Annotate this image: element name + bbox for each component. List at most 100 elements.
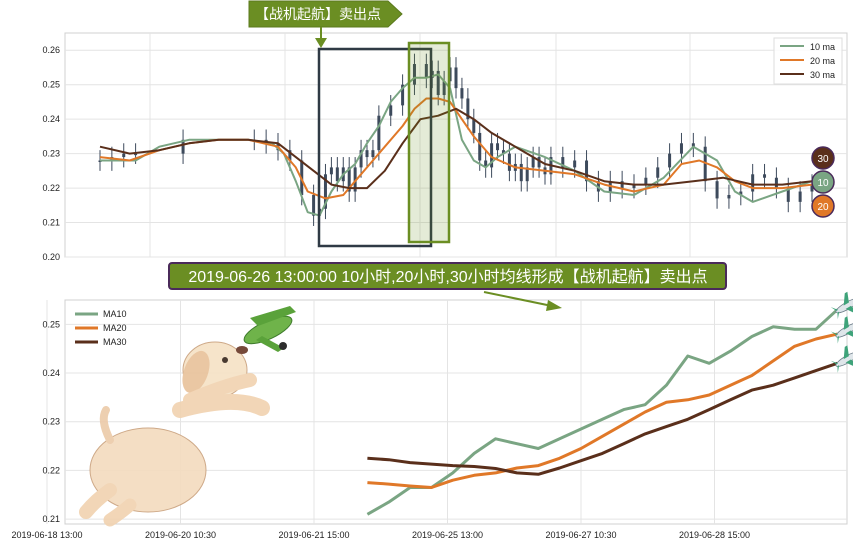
top-series-line-20ma	[99, 97, 813, 200]
candle-body	[507, 153, 511, 171]
candle-body	[466, 98, 470, 120]
bottom-chart-panel: 0.210.220.230.240.25 2019-06-18 13:00 201…	[11, 291, 853, 540]
candle-body	[774, 177, 778, 189]
candle-body	[134, 153, 138, 156]
candle-body	[531, 157, 535, 168]
candle-body	[798, 191, 802, 202]
candle-body	[496, 143, 500, 151]
legend-20ma: 20 ma	[810, 56, 835, 66]
bottom-x-tick-label: 2019-06-25 13:00	[412, 530, 483, 540]
top-y-tick-label: 0.22	[42, 183, 60, 193]
candle-body	[644, 177, 648, 185]
bottom-x-tick-label: 2019-06-20 10:30	[145, 530, 216, 540]
bottom-series-line-ma10	[366, 308, 839, 516]
sell-point-box	[407, 41, 451, 244]
bottom-x-tick-label: 2019-06-28 15:00	[679, 530, 750, 540]
candle-body	[288, 150, 292, 161]
candle-body	[691, 143, 695, 147]
candle-body	[424, 64, 428, 78]
bottom-y-tick-label: 0.25	[42, 319, 60, 329]
legend-10ma: 10 ma	[810, 42, 835, 52]
bottom-x-axis: 2019-06-18 13:00 2019-06-20 10:30 2019-06-…	[11, 530, 750, 540]
candle-body	[656, 167, 660, 178]
bottom-y-tick-label: 0.24	[42, 368, 60, 378]
bottom-series-line-ma30	[367, 361, 838, 476]
candle-body	[430, 70, 434, 78]
candle-body	[442, 81, 446, 96]
ma10-badge: 10	[811, 170, 835, 194]
candle-body	[454, 67, 458, 89]
candle-body	[620, 181, 624, 189]
candle-body	[472, 119, 476, 133]
ma10-badge-label: 10	[817, 178, 829, 189]
candle-body	[323, 174, 327, 209]
bottom-legend: MA10 MA20 MA30	[75, 309, 127, 347]
candle-body	[573, 160, 577, 168]
puppy-illustration	[79, 341, 270, 527]
bottom-x-tick-label: 2019-06-27 10:30	[545, 530, 616, 540]
candle-body	[401, 84, 405, 106]
candle-body	[810, 184, 814, 192]
legend-ma20: MA20	[103, 323, 127, 333]
top-y-tick-label: 0.23	[42, 149, 60, 159]
candle-body	[703, 146, 707, 182]
candle-body	[389, 105, 393, 116]
ma30-badge: 30	[811, 146, 835, 170]
top-y-tick-label: 0.25	[42, 80, 60, 90]
candle-body	[739, 191, 743, 195]
bottom-y-tick-label: 0.22	[42, 465, 60, 475]
candle-body	[786, 188, 790, 202]
bottom-banner-text: 2019-06-26 13:00:00 10小时,20小时,30小时均线形成【战…	[188, 268, 707, 286]
candle-body	[763, 174, 767, 178]
candle-body	[632, 184, 636, 189]
top-y-tick-label: 0.20	[42, 252, 60, 262]
candle-body	[727, 194, 731, 199]
candle-body	[525, 167, 529, 182]
candle-body	[359, 150, 363, 168]
candle-body	[751, 174, 755, 192]
candle-body	[715, 181, 719, 199]
bottom-y-tick-label: 0.21	[42, 514, 60, 524]
candle-body	[537, 157, 541, 168]
bottom-y-axis: 0.21 0.22 0.23 0.24 0.25	[42, 319, 60, 524]
candle-body	[377, 115, 381, 151]
candle-body	[668, 153, 672, 168]
candle-body	[561, 157, 565, 168]
toy-airplane-illustration	[243, 306, 296, 352]
bottom-x-tick-label: 2019-06-18 13:00	[11, 530, 82, 540]
top-banner-text: 【战机起航】卖出点	[255, 6, 381, 22]
candle-body	[460, 88, 464, 99]
ma20-badge-label: 20	[817, 202, 829, 213]
bottom-banner-arrow	[483, 291, 562, 311]
signal-window-box	[317, 47, 433, 248]
candle-body	[347, 167, 351, 192]
candle-body	[412, 64, 416, 85]
ma20-badge: 20	[811, 194, 835, 218]
candle-body	[490, 143, 494, 168]
legend-30ma: 30 ma	[810, 70, 835, 80]
ma30-badge-label: 30	[817, 154, 829, 165]
candle-body	[679, 143, 683, 154]
top-y-tick-label: 0.24	[42, 114, 60, 124]
candle-body	[371, 150, 375, 158]
bottom-y-tick-label: 0.23	[42, 417, 60, 427]
candle-body	[329, 167, 333, 175]
legend-ma30: MA30	[103, 337, 127, 347]
top-y-tick-label: 0.21	[42, 218, 60, 228]
bottom-x-tick-label: 2019-06-21 15:00	[278, 530, 349, 540]
candle-body	[365, 150, 369, 158]
top-sell-banner: 【战机起航】卖出点	[248, 0, 403, 28]
legend-ma10: MA10	[103, 309, 127, 319]
candle-body	[335, 167, 339, 182]
candle-body	[585, 160, 589, 182]
top-legend: 10 ma 20 ma 30 ma	[773, 37, 843, 85]
top-y-axis: 0.20 0.21 0.22 0.23 0.24 0.25 0.26	[42, 45, 60, 262]
top-y-tick-label: 0.26	[42, 45, 60, 55]
bottom-sell-banner: 2019-06-26 13:00:00 10小时,20小时,30小时均线形成【战…	[168, 262, 727, 290]
candle-body	[484, 160, 488, 168]
candle-body	[478, 132, 482, 161]
candle-body	[501, 150, 505, 154]
top-ma-lines	[99, 73, 813, 217]
candle-body	[181, 139, 185, 154]
